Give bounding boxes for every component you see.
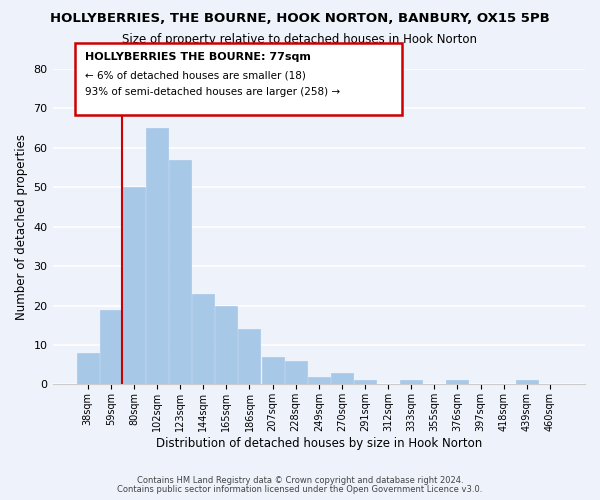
Bar bbox=[354, 380, 376, 384]
Text: Size of property relative to detached houses in Hook Norton: Size of property relative to detached ho… bbox=[122, 32, 478, 46]
Bar bbox=[262, 357, 284, 384]
Bar bbox=[400, 380, 422, 384]
Text: 93% of semi-detached houses are larger (258) →: 93% of semi-detached houses are larger (… bbox=[85, 88, 340, 98]
Bar bbox=[146, 128, 168, 384]
Bar bbox=[192, 294, 214, 384]
Bar bbox=[446, 380, 469, 384]
Bar bbox=[331, 372, 353, 384]
Bar bbox=[123, 188, 145, 384]
Text: Contains public sector information licensed under the Open Government Licence v3: Contains public sector information licen… bbox=[118, 485, 482, 494]
Text: HOLLYBERRIES, THE BOURNE, HOOK NORTON, BANBURY, OX15 5PB: HOLLYBERRIES, THE BOURNE, HOOK NORTON, B… bbox=[50, 12, 550, 26]
Bar bbox=[215, 306, 238, 384]
X-axis label: Distribution of detached houses by size in Hook Norton: Distribution of detached houses by size … bbox=[155, 437, 482, 450]
Bar bbox=[308, 376, 330, 384]
Bar bbox=[516, 380, 538, 384]
Text: Contains HM Land Registry data © Crown copyright and database right 2024.: Contains HM Land Registry data © Crown c… bbox=[137, 476, 463, 485]
Bar bbox=[77, 353, 98, 384]
Bar bbox=[284, 361, 307, 384]
Y-axis label: Number of detached properties: Number of detached properties bbox=[15, 134, 28, 320]
Text: HOLLYBERRIES THE BOURNE: 77sqm: HOLLYBERRIES THE BOURNE: 77sqm bbox=[85, 52, 311, 62]
Bar bbox=[169, 160, 191, 384]
Text: ← 6% of detached houses are smaller (18): ← 6% of detached houses are smaller (18) bbox=[85, 70, 306, 80]
Bar bbox=[100, 310, 122, 384]
Bar bbox=[238, 329, 260, 384]
